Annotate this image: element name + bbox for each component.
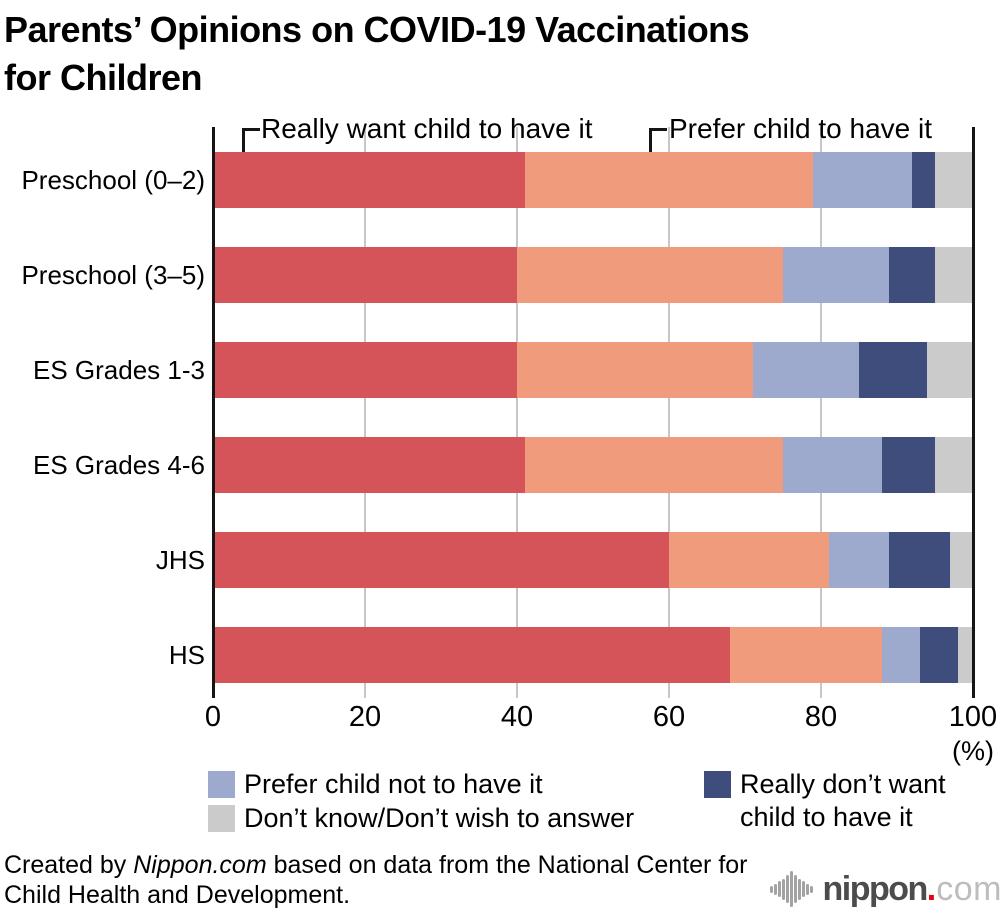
bar-row	[213, 247, 973, 303]
annotation-bracket	[649, 128, 652, 152]
legend-label: Really don’t want child to have it	[740, 769, 946, 832]
bar-segment	[934, 152, 973, 208]
bar-segment	[828, 532, 890, 588]
bar-row	[213, 627, 973, 683]
grid-line	[364, 127, 366, 698]
bar-segment	[213, 152, 525, 208]
soundwave-bar	[794, 875, 797, 903]
bar-segment	[517, 342, 753, 398]
bar-segment	[524, 437, 783, 493]
soundwave-bar	[770, 885, 773, 893]
bar-segment	[919, 627, 958, 683]
category-label: JHS	[155, 544, 205, 575]
annotation-bracket	[242, 128, 260, 131]
bar-segment	[213, 247, 517, 303]
grid-line	[820, 127, 822, 698]
bar-segment	[889, 532, 951, 588]
soundwave-bar	[810, 885, 813, 893]
soundwave-icon	[770, 869, 813, 909]
bar-segment	[957, 627, 973, 683]
bar-segment	[782, 437, 882, 493]
bar-row	[213, 152, 973, 208]
axis-boundary-line	[211, 127, 215, 698]
bar-segment	[213, 532, 669, 588]
soundwave-bar	[786, 875, 789, 903]
logo-wordmark: nippon. com	[822, 869, 1000, 908]
bar-row	[213, 532, 973, 588]
x-tick-label: 20	[348, 701, 382, 733]
legend-label: Prefer child not to have it	[244, 769, 543, 799]
x-tick-label: 0	[204, 701, 222, 733]
legend-item-prefer-not: Prefer child not to have it	[208, 768, 543, 801]
bar-segment	[813, 152, 913, 208]
x-tick-label: 60	[652, 701, 686, 733]
grid-line	[668, 127, 670, 698]
legend-item-dont-know: Don’t know/Don’t wish to answer	[208, 802, 634, 835]
legend-label: Don’t know/Don’t wish to answer	[244, 803, 635, 833]
bar-segment	[752, 342, 859, 398]
category-label: HS	[168, 639, 205, 670]
x-tick-label: 100	[948, 701, 998, 733]
bar-row	[213, 437, 973, 493]
bar-segment	[517, 247, 783, 303]
bar-segment	[927, 342, 973, 398]
legend-item-really-dont: Really don’t want child to have it	[704, 768, 946, 834]
x-tick-label: 80	[804, 701, 838, 733]
logo-red-dot: .	[926, 869, 937, 908]
grid-line	[516, 127, 518, 698]
page-title: Parents’ Opinions on COVID-19 Vaccinatio…	[4, 9, 750, 98]
bar-segment	[889, 247, 935, 303]
soundwave-bar	[782, 878, 785, 900]
category-label: Preschool (3–5)	[21, 259, 205, 290]
legend-swatch-prefer-not	[208, 771, 235, 798]
credit-source-name: Nippon.com	[133, 851, 267, 879]
x-tick-label: 40	[500, 701, 534, 733]
legend-swatch-really-dont	[704, 771, 731, 798]
legend-swatch-dont-know	[208, 805, 235, 832]
axis-unit-label: (%)	[952, 736, 994, 766]
bar-segment	[783, 247, 890, 303]
bar-segment	[729, 627, 882, 683]
soundwave-bar	[798, 878, 801, 900]
soundwave-bar	[778, 881, 781, 897]
bar-segment	[934, 247, 973, 303]
bar-segment	[950, 532, 973, 588]
annotation-really-want: Really want child to have it	[261, 113, 593, 144]
soundwave-bar	[790, 871, 793, 907]
soundwave-bar	[774, 883, 777, 895]
soundwave-bar	[802, 881, 805, 897]
bar-segment	[213, 342, 517, 398]
bar-segment	[881, 627, 920, 683]
annotation-prefer: Prefer child to have it	[669, 113, 933, 144]
bar-segment	[524, 152, 814, 208]
nippon-logo: nippon. com	[770, 866, 1000, 912]
credit-line1: Created by Nippon.com based on data from…	[4, 851, 748, 879]
annotation-bracket	[649, 128, 667, 131]
category-label: ES Grades 4-6	[33, 449, 205, 480]
axis-boundary-line	[971, 127, 975, 698]
bar-segment	[213, 437, 525, 493]
category-label: ES Grades 1-3	[33, 354, 205, 385]
credit-text: Created by Nippon.com based on data from…	[4, 850, 748, 910]
bar-segment	[912, 152, 935, 208]
bar-segment	[934, 437, 973, 493]
credit-line2: Child Health and Development.	[4, 881, 351, 909]
bar-segment	[858, 342, 928, 398]
bar-row	[213, 342, 973, 398]
category-label: Preschool (0–2)	[21, 164, 205, 195]
bar-segment	[669, 532, 829, 588]
bar-segment	[213, 627, 730, 683]
soundwave-bar	[806, 883, 809, 895]
bar-segment	[881, 437, 935, 493]
annotation-bracket	[242, 128, 245, 152]
